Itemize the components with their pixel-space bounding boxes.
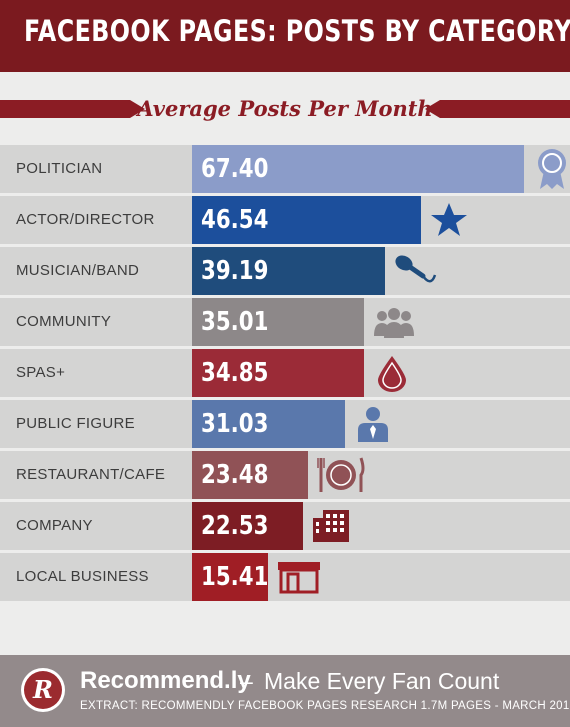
drop-icon (372, 353, 412, 393)
bar (192, 145, 524, 193)
bar (192, 196, 421, 244)
microphone-icon (393, 251, 437, 291)
header-banner: FACEBOOK PAGES: POSTS BY CATEGORY (0, 0, 570, 72)
category-label: SPAS+ (16, 364, 66, 381)
source-note: EXTRACT: RECOMMENDLY FACEBOOK PAGES RESE… (80, 700, 570, 712)
logo-icon: R (21, 668, 65, 712)
chart-title: Average Posts Per Month (137, 96, 433, 121)
bar (192, 553, 268, 601)
bar (192, 349, 364, 397)
category-label: POLITICIAN (16, 160, 103, 177)
star-icon (429, 200, 469, 240)
storefront-icon (276, 559, 322, 595)
bar (192, 298, 364, 346)
brand-name: Recommend.ly (80, 667, 251, 694)
bar (192, 247, 385, 295)
bar (192, 451, 308, 499)
category-label: ACTOR/DIRECTOR (16, 211, 155, 228)
data-label: 23.48 (201, 460, 269, 490)
brand-tagline: Make Every Fan Count (264, 668, 500, 694)
data-label: 15.41 (201, 562, 269, 592)
category-label: COMMUNITY (16, 313, 112, 330)
data-label: 67.40 (201, 154, 269, 184)
fork-plate-knife-icon (316, 455, 366, 495)
category-label: RESTAURANT/CAFE (16, 466, 166, 483)
data-label: 46.54 (201, 205, 269, 235)
data-label: 39.19 (201, 256, 269, 286)
category-label: COMPANY (16, 517, 93, 534)
bar (192, 400, 345, 448)
building-icon (311, 508, 351, 544)
brand-dash: – (240, 668, 253, 694)
footer (0, 655, 570, 727)
data-label: 31.03 (201, 409, 269, 439)
logo-letter: R (32, 675, 53, 704)
subtitle-ribbon (0, 100, 570, 118)
page-title: FACEBOOK PAGES: POSTS BY CATEGORY (24, 14, 570, 48)
category-label: MUSICIAN/BAND (16, 262, 140, 279)
person-icon (353, 404, 393, 444)
group-icon (372, 302, 416, 342)
category-label: PUBLIC FIGURE (16, 415, 135, 432)
bar (192, 502, 303, 550)
data-label: 22.53 (201, 511, 269, 541)
data-label: 34.85 (201, 358, 269, 388)
data-label: 35.01 (201, 307, 269, 337)
award-ribbon-icon (532, 147, 570, 191)
category-label: LOCAL BUSINESS (16, 568, 149, 585)
